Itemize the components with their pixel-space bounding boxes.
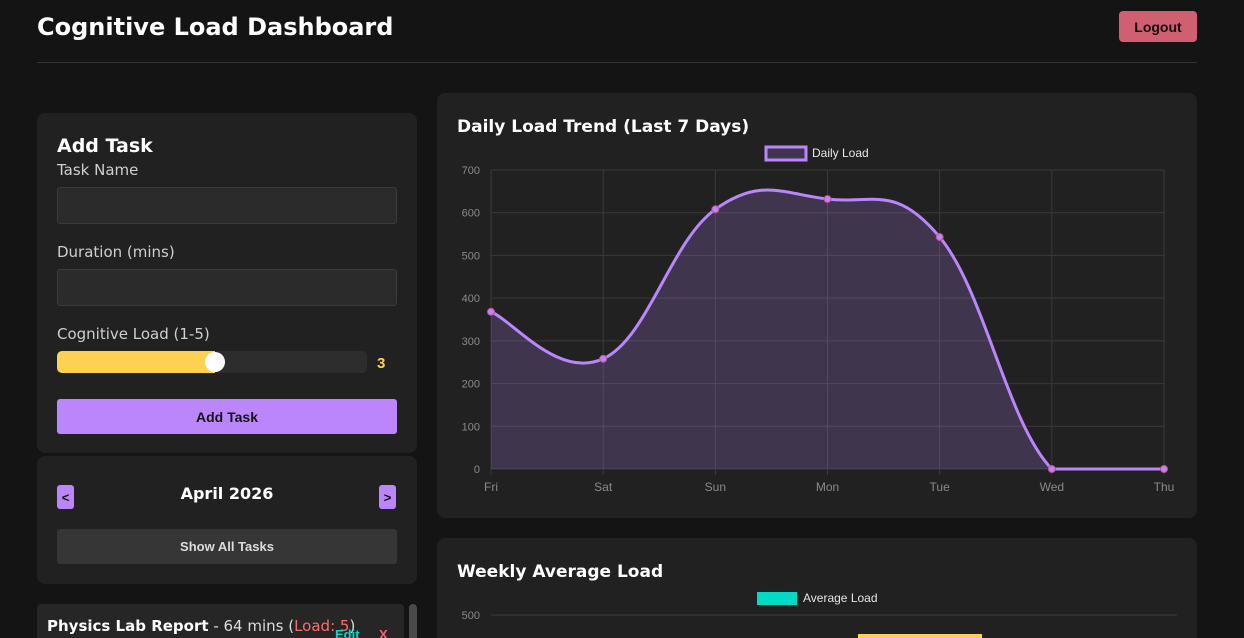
show-all-tasks-button[interactable]: Show All Tasks	[57, 529, 397, 564]
task-delete-button[interactable]: X	[379, 627, 388, 638]
daily-load-chart: 0 100 200 300 400 500 600 700 Fri Sat Sun Mon Tue Wed…	[462, 145, 1175, 494]
slider-fill	[57, 351, 215, 373]
data-point	[599, 354, 608, 363]
x-tick-label: Sun	[705, 480, 726, 494]
calendar-month: April 2026	[180, 484, 274, 503]
bar	[858, 634, 982, 638]
task-separator: -	[208, 617, 224, 635]
task-name: Physics Lab Report	[47, 617, 209, 635]
y-tick-label: 500	[462, 250, 480, 262]
y-tick-label: 300	[462, 336, 480, 348]
data-point	[487, 307, 495, 316]
legend-label: Average Load	[803, 591, 878, 605]
task-name-input[interactable]	[57, 187, 397, 224]
legend-swatch	[764, 145, 808, 162]
task-summary: Physics Lab Report - 64 mins (Load: 5)	[47, 617, 355, 635]
add-task-button[interactable]: Add Task	[57, 399, 397, 434]
series-area-daily-load	[491, 190, 1164, 469]
data-point	[823, 195, 832, 204]
task-list-scrollbar[interactable]	[409, 604, 417, 638]
duration-label: Duration (mins)	[57, 243, 175, 261]
y-tick-label: 400	[462, 293, 480, 305]
y-tick-label: 600	[462, 208, 480, 220]
x-tick-label: Mon	[816, 480, 839, 494]
add-task-title: Add Task	[57, 135, 153, 157]
chart-title: Weekly Average Load	[457, 562, 664, 582]
task-name-label: Task Name	[57, 161, 139, 179]
duration-input[interactable]	[57, 269, 397, 306]
header: Cognitive Load Dashboard Logout	[37, 0, 1197, 63]
task-paren-open: (	[283, 617, 295, 635]
y-tick-label: 0	[474, 464, 480, 476]
task-duration: 64 mins	[223, 617, 284, 635]
y-tick-label: 200	[462, 379, 480, 391]
legend-label: Daily Load	[812, 146, 869, 160]
slider-thumb[interactable]	[205, 352, 225, 372]
page-title: Cognitive Load Dashboard	[37, 13, 394, 41]
x-tick-label: Thu	[1154, 480, 1175, 494]
data-point	[711, 205, 720, 214]
cognitive-load-label: Cognitive Load (1-5)	[57, 325, 210, 343]
data-point	[1047, 465, 1056, 473]
logout-button[interactable]: Logout	[1119, 11, 1197, 42]
data-point	[935, 233, 944, 242]
next-month-button[interactable]: >	[379, 485, 396, 509]
x-tick-label: Wed	[1040, 480, 1064, 494]
add-task-panel: Add Task Task Name Duration (mins) Cogni…	[37, 113, 417, 453]
daily-load-chart-panel: Daily Load Trend (Last 7 Days) 0 100 200 30…	[437, 93, 1197, 518]
y-tick-label: 500	[462, 610, 480, 622]
prev-month-button[interactable]: <	[57, 485, 74, 509]
weekly-average-chart: Average Load 500	[462, 591, 1177, 638]
cognitive-load-slider[interactable]	[57, 351, 367, 373]
calendar-panel: April 2026 < > Show All Tasks	[37, 456, 417, 584]
x-tick-label: Tue	[930, 480, 951, 494]
task-load: Load: 5	[294, 617, 350, 635]
task-paren-close: )	[349, 617, 356, 635]
legend-swatch	[757, 592, 797, 605]
y-tick-label: 100	[462, 421, 480, 433]
data-point	[1160, 465, 1168, 473]
x-tick-label: Sat	[594, 480, 613, 494]
task-edit-button[interactable]: Edit	[335, 627, 360, 638]
chart-title: Daily Load Trend (Last 7 Days)	[457, 117, 750, 137]
y-tick-label: 700	[462, 165, 480, 177]
list-item: Physics Lab Report - 64 mins (Load: 5) E…	[37, 604, 404, 638]
weekly-average-chart-panel: Weekly Average Load Average Load 500	[437, 538, 1197, 638]
cognitive-load-value: 3	[377, 355, 386, 372]
x-tick-label: Fri	[484, 480, 498, 494]
